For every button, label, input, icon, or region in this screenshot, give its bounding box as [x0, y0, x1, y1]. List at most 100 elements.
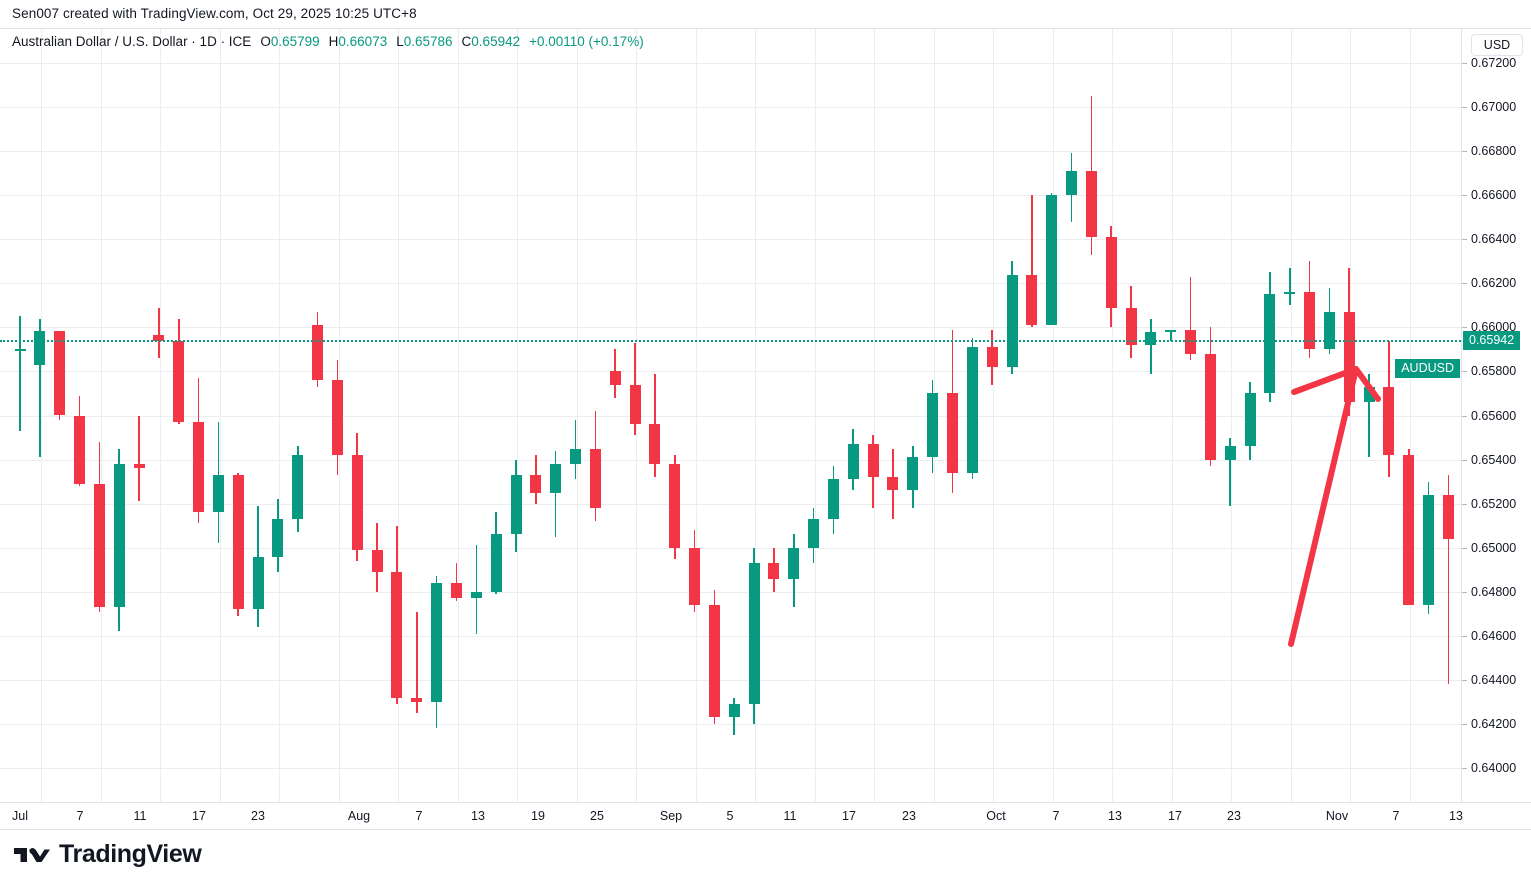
- time-tick: 7: [1392, 809, 1400, 823]
- candle-body: [1026, 274, 1038, 326]
- time-tick: Oct: [986, 809, 1006, 823]
- symbol-price-badge: AUDUSD: [1395, 358, 1460, 378]
- candle-body: [153, 335, 165, 341]
- candle-body: [490, 534, 502, 592]
- candle-body: [14, 349, 26, 352]
- gridline-vertical: [160, 29, 161, 802]
- candle-body: [431, 582, 443, 702]
- candle-wick: [1169, 329, 1172, 341]
- time-tick: 17: [1168, 809, 1182, 823]
- gridline-vertical: [993, 29, 994, 802]
- arrow-shaft: [1288, 366, 1359, 647]
- time-tick: 7: [76, 809, 84, 823]
- gridline-horizontal: [0, 460, 1461, 461]
- time-tick: Aug: [347, 809, 371, 823]
- time-tick: Sep: [659, 809, 683, 823]
- candle-body: [550, 463, 562, 493]
- candle-wick: [1368, 373, 1370, 458]
- gridline-horizontal: [0, 504, 1461, 505]
- candle-body: [966, 347, 978, 473]
- candle-body: [1403, 455, 1415, 605]
- lightning-bolt-icon[interactable]: [1285, 801, 1307, 802]
- candle-wick: [138, 415, 140, 502]
- chart-frame: USD 0.67200 0.67000 0.66800 0.66600 0.66400 0…: [0, 28, 1531, 830]
- candle-body: [371, 549, 383, 572]
- candle-body: [927, 393, 939, 458]
- candle-body: [312, 325, 324, 381]
- time-tick: 11: [783, 809, 797, 823]
- gridline-vertical: [1350, 29, 1351, 802]
- time-tick: 23: [902, 809, 916, 823]
- candle-body: [946, 393, 958, 473]
- time-tick: 19: [531, 809, 545, 823]
- time-tick: 5: [726, 809, 734, 823]
- time-tick: Jul: [12, 809, 28, 823]
- candle-body: [1105, 237, 1117, 308]
- legend-high-value: 0.66073: [338, 34, 388, 49]
- candle-body: [93, 483, 105, 608]
- chart-plot-area[interactable]: [0, 29, 1461, 802]
- price-tick: 0.64600: [1462, 629, 1531, 643]
- candle-body: [113, 463, 125, 608]
- legend-open-label: O: [260, 34, 271, 49]
- candle-body: [331, 380, 343, 456]
- time-tick: 17: [842, 809, 856, 823]
- price-tick: 0.67200: [1462, 56, 1531, 70]
- gridline-vertical: [815, 29, 816, 802]
- candle-wick: [475, 545, 478, 634]
- price-tick: 0.64800: [1462, 585, 1531, 599]
- gridline-vertical: [755, 29, 756, 802]
- price-tick: 0.66400: [1462, 232, 1531, 246]
- gridline-vertical: [874, 29, 875, 802]
- candle-wick: [39, 318, 41, 458]
- candle-body: [351, 455, 363, 550]
- candle-body: [847, 444, 859, 480]
- candle-body: [450, 582, 462, 599]
- gridline-horizontal: [0, 107, 1461, 108]
- candle-body: [689, 547, 701, 605]
- candle-body: [907, 457, 919, 491]
- time-tick: 13: [1449, 809, 1463, 823]
- time-tick: 13: [471, 809, 485, 823]
- currency-pill[interactable]: USD: [1471, 34, 1523, 56]
- candle-body: [986, 347, 998, 368]
- candle-body: [1363, 386, 1375, 403]
- price-axis[interactable]: USD 0.67200 0.67000 0.66800 0.66600 0.66400 0…: [1461, 29, 1531, 802]
- gridline-horizontal: [0, 680, 1461, 681]
- gridline-horizontal: [0, 636, 1461, 637]
- candle-body: [669, 463, 681, 548]
- candle-body: [827, 479, 839, 520]
- time-tick: 25: [590, 809, 604, 823]
- price-tick: 0.65400: [1462, 453, 1531, 467]
- gridline-vertical: [220, 29, 221, 802]
- candle-body: [173, 340, 185, 423]
- candle-body: [808, 519, 820, 548]
- gridline-horizontal: [0, 548, 1461, 549]
- candle-body: [1085, 170, 1097, 238]
- time-tick: Nov: [1325, 809, 1349, 823]
- price-tick: 0.64200: [1462, 717, 1531, 731]
- gridline-horizontal: [0, 592, 1461, 593]
- legend-low-label: L: [396, 34, 404, 49]
- price-tick: 0.66800: [1462, 144, 1531, 158]
- candle-body: [34, 330, 46, 365]
- price-tick: 0.65600: [1462, 409, 1531, 423]
- candle-wick: [158, 307, 160, 359]
- candle-body: [788, 547, 800, 579]
- candle-body: [530, 474, 542, 493]
- gridline-horizontal: [0, 195, 1461, 196]
- price-tick: 0.65000: [1462, 541, 1531, 555]
- candle-body: [292, 455, 304, 520]
- gridline-horizontal: [0, 371, 1461, 372]
- chart-legend[interactable]: Australian Dollar / U.S. Dollar · 1D · I…: [12, 34, 644, 50]
- time-axis[interactable]: Jul 7 11 17 23 Aug 7 13 19 25 Sep 5 11 17 23 Oct 7 13 17 23…: [0, 802, 1531, 830]
- time-tick: 7: [1052, 809, 1060, 823]
- tradingview-wordmark: TradingView: [59, 840, 202, 868]
- legend-symbol[interactable]: Australian Dollar / U.S. Dollar · 1D · I…: [12, 34, 252, 49]
- candle-body: [1264, 294, 1276, 394]
- price-tick: 0.65200: [1462, 497, 1531, 511]
- legend-change: +0.00110 (+0.17%): [529, 34, 644, 49]
- candle-body: [1284, 292, 1296, 295]
- candle-body: [728, 704, 740, 718]
- candle-wick: [416, 611, 418, 713]
